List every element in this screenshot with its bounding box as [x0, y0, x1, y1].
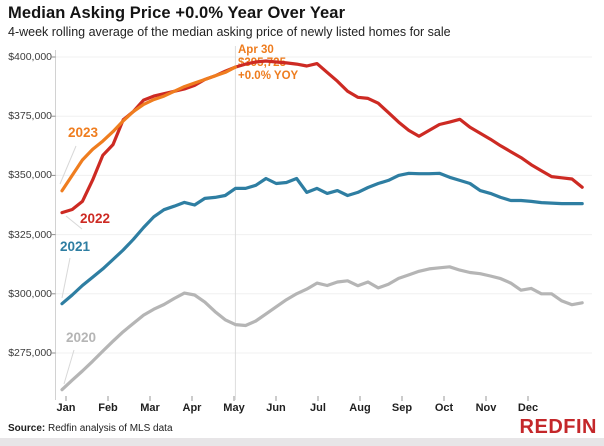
annotation-yoy: +0.0% YOY — [238, 70, 299, 82]
line-2020 — [60, 265, 584, 392]
x-axis-label-mar: Mar — [140, 402, 160, 414]
series-label-2022: 2022 — [80, 211, 111, 226]
x-axis-label-sep: Sep — [391, 402, 413, 414]
x-axis-label-jun: Jun — [266, 402, 286, 414]
label-leader-line — [63, 349, 75, 385]
annotation-date: Apr 30 — [238, 44, 274, 56]
series-label-2021: 2021 — [60, 239, 91, 254]
y-axis-label-275k: $275,000 — [8, 347, 52, 359]
y-axis-label-300k: $300,000 — [8, 288, 52, 300]
y-axis-label-350k: $350,000 — [8, 169, 52, 181]
redfin-logo: REDFIN — [519, 416, 597, 438]
source-label: Source: — [8, 423, 46, 434]
x-axis-label-nov: Nov — [475, 402, 497, 414]
apr30-annotation: Apr 30 $395,725 +0.0% YOY — [238, 44, 298, 83]
y-axis-label-325k: $325,000 — [8, 229, 52, 241]
y-axis-label-375k: $375,000 — [8, 110, 52, 122]
annotation-value: $395,725 — [238, 57, 286, 69]
bottom-window-strip — [0, 438, 604, 446]
x-axis-label-aug: Aug — [349, 402, 371, 414]
page-title: Median Asking Price +0.0% Year Over Year — [8, 4, 346, 22]
source-line: Source: Redfin analysis of MLS data — [8, 423, 173, 434]
series-label-2020: 2020 — [66, 330, 97, 345]
y-axis-label-400k: $400,000 — [8, 51, 52, 63]
x-axis-label-apr: Apr — [182, 402, 202, 414]
line-2021 — [60, 171, 584, 306]
x-axis-label-oct: Oct — [434, 402, 454, 414]
source-text: Redfin analysis of MLS data — [45, 423, 173, 434]
series-label-2023: 2023 — [68, 125, 99, 140]
x-axis-label-dec: Dec — [517, 402, 539, 414]
x-axis-label-feb: Feb — [98, 402, 118, 414]
label-leader-line — [59, 145, 77, 185]
x-axis-label-jan: Jan — [56, 402, 76, 414]
line-2022 — [60, 59, 584, 215]
label-leader-line — [61, 257, 71, 299]
x-axis-label-jul: Jul — [310, 402, 326, 414]
page-subtitle: 4-week rolling average of the median ask… — [8, 25, 451, 39]
x-axis-label-may: May — [223, 402, 245, 414]
